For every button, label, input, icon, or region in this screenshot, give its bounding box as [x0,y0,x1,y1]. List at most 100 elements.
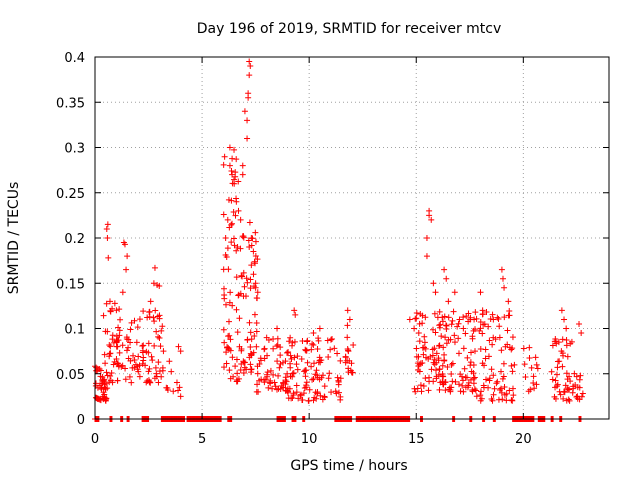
data-point [426,374,433,381]
data-point [303,347,310,354]
data-point [496,323,503,330]
data-point [229,220,236,227]
data-point [509,345,516,352]
y-tick-label: 0 [77,413,85,428]
data-point [577,372,584,379]
data-point [118,363,125,370]
data-point [574,395,581,402]
data-point [416,320,423,327]
data-point [501,284,508,291]
data-point [248,235,255,241]
data-point [472,326,479,333]
data-point [151,318,158,325]
data-point [419,320,426,327]
data-point [253,295,260,302]
data-point [98,386,105,393]
data-point [233,247,240,254]
data-point [247,344,254,350]
data-point [308,363,315,370]
data-point [127,326,134,333]
data-point [325,375,332,382]
data-point [304,338,311,345]
data-point [421,339,428,346]
data-point [431,310,438,317]
data-point [455,320,462,327]
data-point [248,366,255,373]
data-point [462,374,469,381]
data-point [294,353,301,360]
data-point [301,368,308,375]
data-point [264,369,271,376]
data-point [149,357,156,364]
data-point [104,235,111,241]
data-point [235,207,242,214]
data-point [565,396,572,403]
data-point [552,384,559,391]
data-point [238,272,245,279]
data-point [443,340,450,347]
data-point [467,376,474,383]
data-point [160,348,167,355]
data-point [449,317,456,324]
x-tick-label: 15 [408,432,425,447]
data-point [469,388,476,395]
data-point [158,373,165,380]
data-point [277,352,284,359]
data-point [501,391,508,398]
x-axis-label: GPS time / hours [290,458,407,474]
data-point [526,344,533,351]
data-point [500,373,507,380]
data-point [304,359,311,366]
data-point [469,335,476,342]
data-point [253,319,260,326]
data-point [315,335,322,342]
data-point [220,326,227,333]
y-axis-label: SRMTID / TECUs [6,182,22,295]
data-point [131,364,138,371]
data-point [132,361,139,368]
data-point [252,229,259,236]
data-point [220,211,227,218]
data-point [433,350,440,357]
data-point [436,366,443,373]
data-point [290,390,297,397]
data-point [232,169,239,176]
data-point [114,377,121,384]
data-point [226,144,233,151]
data-point [449,378,456,385]
data-point [486,337,493,344]
data-point [139,349,146,356]
data-point [240,369,247,376]
data-point [442,378,449,385]
data-point [329,335,336,342]
data-point [334,374,341,381]
data-point [310,342,317,349]
data-point [417,382,424,389]
data-point [298,355,305,362]
data-point [303,379,310,386]
data-point [439,314,446,321]
data-point [436,386,443,393]
data-point [300,390,307,397]
data-point [119,342,126,349]
data-point [493,380,500,387]
data-point [289,394,296,401]
data-point [496,334,503,341]
data-point [100,312,107,319]
data-point [108,369,115,376]
data-point [477,318,484,325]
data-point [293,382,300,389]
data-point [485,323,492,330]
data-point [335,389,342,396]
data-point [156,282,163,289]
data-point [485,353,492,360]
data-point [456,381,463,388]
y-tick-label: 0.15 [56,277,85,292]
data-point [286,338,293,345]
data-point [489,341,496,348]
data-point [511,361,518,368]
data-point [560,395,567,402]
data-point [245,94,252,101]
data-point [464,354,471,361]
data-point [275,372,282,379]
